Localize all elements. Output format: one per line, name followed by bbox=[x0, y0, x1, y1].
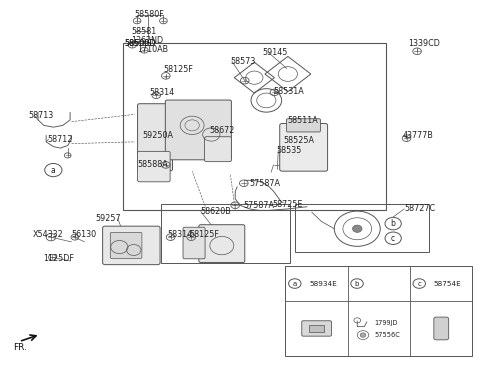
Text: 58314: 58314 bbox=[167, 230, 192, 239]
Text: c: c bbox=[391, 234, 395, 243]
Text: 58500D: 58500D bbox=[124, 39, 156, 49]
FancyBboxPatch shape bbox=[138, 151, 170, 182]
Text: c: c bbox=[417, 280, 421, 287]
Text: 58620B: 58620B bbox=[201, 207, 231, 216]
Text: X54332: X54332 bbox=[33, 230, 64, 239]
FancyBboxPatch shape bbox=[287, 119, 321, 132]
Text: 58581: 58581 bbox=[131, 26, 156, 36]
FancyBboxPatch shape bbox=[110, 233, 142, 258]
Text: 58125F: 58125F bbox=[163, 65, 193, 74]
Text: 58573: 58573 bbox=[230, 57, 256, 66]
Text: 58314: 58314 bbox=[149, 88, 174, 97]
FancyBboxPatch shape bbox=[204, 137, 231, 162]
FancyBboxPatch shape bbox=[302, 321, 331, 336]
Text: 58580F: 58580F bbox=[134, 10, 164, 19]
FancyBboxPatch shape bbox=[165, 100, 231, 160]
FancyBboxPatch shape bbox=[138, 104, 172, 171]
Text: 58727C: 58727C bbox=[404, 205, 435, 213]
Text: 59257: 59257 bbox=[96, 214, 121, 223]
Text: b: b bbox=[391, 219, 396, 228]
Circle shape bbox=[352, 225, 362, 233]
Text: 57556C: 57556C bbox=[374, 332, 400, 338]
Text: b: b bbox=[355, 280, 359, 287]
Text: 58754E: 58754E bbox=[433, 280, 461, 287]
Text: 58535: 58535 bbox=[276, 146, 301, 155]
Text: 56130: 56130 bbox=[72, 230, 96, 239]
Text: 1799JD: 1799JD bbox=[374, 320, 397, 326]
Text: 58934E: 58934E bbox=[309, 280, 337, 287]
Circle shape bbox=[360, 333, 366, 337]
FancyBboxPatch shape bbox=[310, 325, 324, 332]
Text: 1362ND: 1362ND bbox=[131, 36, 163, 45]
FancyBboxPatch shape bbox=[183, 227, 205, 259]
Text: 1339CD: 1339CD bbox=[408, 39, 440, 49]
Text: a: a bbox=[51, 166, 56, 174]
Text: 58500D: 58500D bbox=[124, 39, 156, 49]
Text: 43777B: 43777B bbox=[403, 131, 433, 140]
FancyBboxPatch shape bbox=[434, 317, 449, 340]
FancyBboxPatch shape bbox=[280, 124, 327, 171]
Text: 58672: 58672 bbox=[209, 126, 234, 135]
Text: FR.: FR. bbox=[12, 343, 26, 352]
Text: 57587A: 57587A bbox=[250, 179, 281, 188]
Text: 58713: 58713 bbox=[28, 110, 54, 120]
FancyBboxPatch shape bbox=[199, 225, 245, 262]
Text: 57587A: 57587A bbox=[244, 201, 275, 210]
Text: 1710AB: 1710AB bbox=[137, 45, 168, 54]
Text: 58725E: 58725E bbox=[273, 200, 303, 209]
Text: 58525A: 58525A bbox=[283, 136, 314, 145]
Text: 58531A: 58531A bbox=[274, 87, 304, 96]
Text: 58588A: 58588A bbox=[137, 160, 168, 169]
Text: 58511A: 58511A bbox=[288, 116, 319, 125]
Text: 59145: 59145 bbox=[263, 48, 288, 57]
Text: 59250A: 59250A bbox=[142, 131, 173, 140]
FancyBboxPatch shape bbox=[103, 226, 160, 265]
Text: 58712: 58712 bbox=[48, 135, 73, 144]
Text: 1125DF: 1125DF bbox=[43, 254, 74, 262]
Text: a: a bbox=[293, 280, 297, 287]
Text: 58125F: 58125F bbox=[190, 230, 220, 239]
